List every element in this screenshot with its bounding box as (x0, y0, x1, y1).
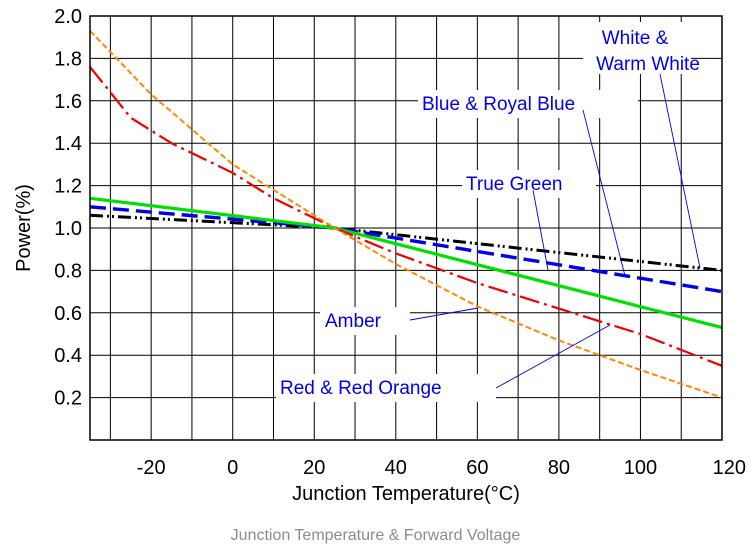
annotation-red: Red & Red Orange (280, 378, 442, 399)
x-tick-label: 80 (548, 457, 570, 479)
annotation-green: True Green (466, 174, 562, 195)
annotation-white-line-2: Warm White (596, 54, 700, 75)
y-tick-label: 1.0 (54, 218, 82, 240)
y-tick-label: 0.4 (54, 345, 82, 367)
y-axis-label: Power(%) (13, 184, 35, 272)
x-tick-label: 60 (466, 457, 488, 479)
y-tick-label: 1.4 (54, 133, 82, 155)
leader-white (659, 73, 701, 269)
x-tick-label: 40 (385, 457, 407, 479)
annotation-white-line-1: White & (602, 28, 669, 49)
x-tick-label: 20 (303, 457, 325, 479)
y-tick-label: 1.2 (54, 176, 82, 198)
x-tick-label: 120 (713, 457, 746, 479)
leader-blue (582, 109, 626, 277)
x-axis-label: Junction Temperature(°C) (292, 483, 520, 505)
x-tick-label: 0 (227, 457, 238, 479)
y-tick-label: 0.6 (54, 303, 82, 325)
chart: -20 0 20 40 60 80 100 120 0.2 0.4 0.6 0.8 1.0 1.2 1.4 1… (13, 6, 746, 505)
leader-red (495, 324, 611, 389)
y-tick-label: 1.8 (54, 48, 82, 70)
x-tick-label: -20 (137, 457, 166, 479)
y-tick-label: 0.8 (54, 260, 82, 282)
annotations: White & Warm White Blue & Royal Blue Tru… (276, 22, 701, 402)
x-tick-label: 100 (624, 457, 657, 479)
series-layer (89, 30, 723, 399)
series-line-0 (89, 213, 723, 272)
annotation-blue: Blue & Royal Blue (422, 94, 575, 115)
plot-frame (89, 15, 723, 441)
annotation-amber: Amber (325, 311, 382, 332)
y-tick-label: 0.2 (54, 388, 82, 410)
series-line-4 (89, 30, 723, 399)
figure-caption: Junction Temperature & Forward Voltage (230, 527, 521, 544)
leader-green (532, 189, 549, 271)
leader-amber (409, 307, 479, 321)
y-tick-label: 1.6 (54, 91, 82, 113)
y-tick-label: 2.0 (54, 6, 82, 28)
tick-labels: -20 0 20 40 60 80 100 120 0.2 0.4 0.6 0.8 1.0 1.2 1.4 1… (54, 6, 746, 479)
